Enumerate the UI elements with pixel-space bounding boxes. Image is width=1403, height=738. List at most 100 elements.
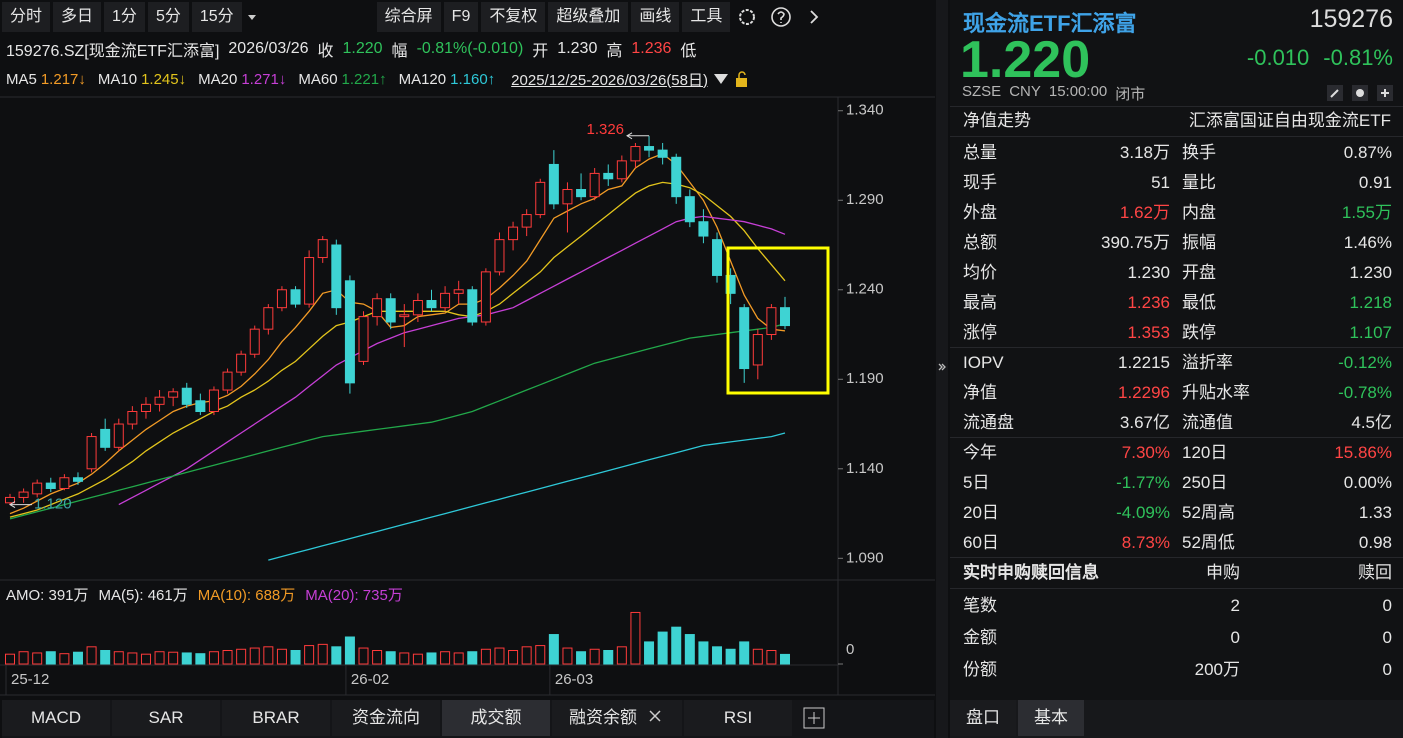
fund-name: 现金流ETF汇添富 [963,11,1137,36]
indicator-tab[interactable]: 成交额 [442,700,550,736]
volume-bar [426,652,437,665]
volume-bar [331,646,342,665]
lock-shackle[interactable] [738,71,746,78]
volume-bar [32,652,43,665]
stat-label: 总量 [963,143,997,162]
side-tab[interactable]: 盘口 [950,700,1016,736]
panel-divider[interactable] [936,0,948,738]
volume-bar [195,653,206,665]
tab-label[interactable]: BRAR [252,708,300,727]
candle-body [521,214,532,228]
volume-bar [59,653,70,665]
stat-value: 1.62万 [1119,203,1170,222]
volume-bar [385,651,396,665]
lock-icon[interactable] [736,78,747,87]
row-value: 0 [1382,660,1392,679]
next-icon[interactable] [810,10,819,24]
help-icon[interactable] [771,7,792,27]
stat-value: 1.107 [1349,323,1392,342]
indicator-tab[interactable]: MACD [2,700,110,736]
info-bar: 159276.SZ[现金流ETF汇添富] 2026/03/26 收 1.220 幅 -0.… [6,37,931,61]
dropdown-arrow[interactable] [247,15,256,20]
close-icon[interactable] [645,709,665,723]
separator [950,347,1403,348]
volume-bar [86,646,97,665]
volume-bar [276,648,287,665]
toolbar-icons[interactable] [733,2,829,32]
period-tab[interactable]: 多日 [53,2,102,32]
tab-label[interactable]: 成交额 [470,708,522,727]
collapse-icon[interactable] [936,0,948,738]
close-glyph[interactable] [649,710,661,722]
period-tab[interactable]: 5分 [147,2,189,32]
candle-body [412,300,423,316]
volume-bar [766,650,777,665]
candle-body [684,196,695,223]
tab-label[interactable]: MACD [30,708,82,727]
tool-button[interactable]: 工具 [682,2,731,32]
help-glyph[interactable] [777,11,786,23]
volume-bar [616,646,627,665]
stat-value: 0.00% [1343,473,1392,492]
stat-label: 今年 [963,443,997,462]
volume-bar [644,641,655,665]
tool-button[interactable]: 超级叠加 [548,2,629,32]
sub-redeem-title: 实时申购赎回信息 [963,563,1099,582]
tool-button[interactable]: F9 [443,2,479,32]
tool-button[interactable]: 画线 [631,2,680,32]
volume-bar [100,650,111,665]
period-tab[interactable]: 分时 [2,2,51,32]
candle-body [195,400,206,413]
x-tick-label: 26-03 [555,671,593,688]
tab-label[interactable]: SAR [148,708,184,727]
indicator-tab[interactable]: BRAR [222,700,330,736]
side-tab[interactable]: 基本 [1018,700,1084,736]
candle-body [535,181,546,216]
period-tab[interactable]: 1分 [104,2,145,32]
y-tick-label: 1.190 [846,370,884,387]
volume-bar [548,634,559,665]
candle-body [780,307,790,327]
volume-bar [18,651,29,665]
quote-icons[interactable] [1323,84,1397,102]
candle-body [222,371,233,391]
indicator-tab[interactable]: SAR [112,700,220,736]
tab-label[interactable]: RSI [723,708,753,727]
stat-row: 最高 1.236 最低 1.218 [950,288,1403,318]
tab-label[interactable]: 融资余额 [569,708,637,727]
sub-redeem-row: 笔数 2 0 [950,590,1403,622]
range-icons[interactable] [712,68,752,90]
candle-body [657,149,668,158]
change-pct: -0.81% [1323,45,1393,70]
candle-body [766,307,777,336]
range-dropdown[interactable] [714,74,728,84]
add-box[interactable] [803,707,825,729]
ma-value: 1.160↑ [450,70,496,88]
tab-label[interactable]: 资金流向 [352,708,420,727]
add-glyph[interactable] [1381,89,1389,97]
x-tick-label: 26-02 [351,671,389,688]
nav-fund: 汇添富国证自由现金流ETF [1188,111,1391,130]
indicator-tab[interactable]: RSI [684,700,792,736]
last-price: 1.220 [960,31,1091,89]
settings-icon[interactable] [739,9,756,25]
period-tab[interactable]: 15分 [191,2,242,32]
alert-glyph[interactable] [1356,89,1364,97]
edit-glyph[interactable] [1330,89,1339,98]
stat-row: 均价 1.230 开盘 1.230 [950,258,1403,288]
dropdown-icon[interactable] [245,2,259,32]
indicator-tab[interactable]: 融资余额 [552,700,682,736]
tool-button[interactable]: 不复权 [481,2,546,32]
stat-value: 8.73% [1121,533,1170,552]
add-tab-icon[interactable] [794,700,834,736]
volume-legend-item: MA(20): 735万 [305,586,403,604]
volume-bar [399,652,410,665]
indicator-tab[interactable]: 资金流向 [332,700,440,736]
date-range[interactable]: 2025/12/25-2026/03/26(58日) [511,71,708,89]
side-tabs: 盘口 基本 [950,700,1403,738]
stat-row: 总量 3.18万 换手 0.87% [950,138,1403,168]
add-glyph[interactable] [808,712,820,724]
status-text: 15:00:00 [1048,83,1108,100]
tool-button[interactable]: 综合屏 [376,2,441,32]
volume-bar [725,648,736,665]
